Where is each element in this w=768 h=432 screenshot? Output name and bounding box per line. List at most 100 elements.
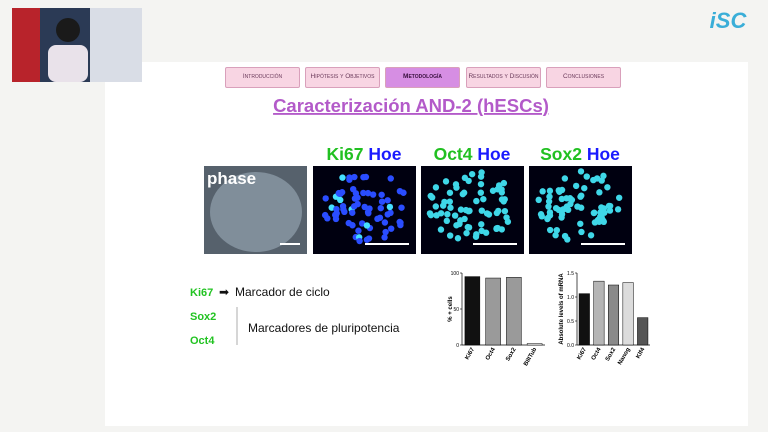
nav-tab[interactable]: Introducción: [225, 67, 300, 88]
x-tick-label: Ki67: [576, 346, 588, 361]
nucleus: [440, 202, 447, 209]
marker-gene: Sox2: [190, 311, 216, 323]
nucleus: [381, 234, 388, 241]
nucleus: [321, 211, 329, 219]
nav-tab[interactable]: Resultados y Discusión: [466, 67, 541, 88]
nucleus: [386, 203, 394, 211]
nucleus: [553, 226, 560, 234]
nucleus: [335, 189, 342, 197]
nucleus: [581, 184, 588, 192]
nucleus: [495, 207, 502, 215]
nucleus: [615, 194, 623, 201]
nucleus: [578, 192, 585, 199]
panel-label: Oct4 Hoe: [434, 144, 511, 164]
nucleus: [384, 197, 391, 204]
nucleus: [446, 232, 454, 239]
nucleus: [546, 193, 553, 200]
nucleus: [350, 203, 358, 210]
nucleus: [500, 179, 508, 187]
nucleus: [364, 189, 372, 197]
speaker-body: [48, 45, 88, 82]
nucleus: [561, 232, 569, 240]
speaker-head: [56, 18, 80, 42]
nucleus: [493, 225, 500, 232]
nucleus: [427, 192, 434, 200]
nucleus: [446, 198, 453, 205]
nucleus: [378, 191, 385, 198]
nav-tab[interactable]: Hipótesis y Objetivos: [305, 67, 380, 88]
nucleus: [351, 173, 358, 181]
y-tick-label: 0.0: [567, 343, 574, 349]
nucleus: [463, 229, 470, 237]
nucleus: [451, 212, 459, 219]
stain-name: Hoe: [368, 144, 401, 164]
nucleus: [598, 177, 605, 184]
marker-gene: Ki67: [190, 287, 213, 299]
panel-label: Ki67 Hoe: [327, 144, 402, 164]
bar: [622, 282, 634, 346]
nucleus: [460, 189, 468, 196]
nucleus: [558, 214, 565, 221]
nucleus: [590, 176, 597, 184]
y-tick-label: 50: [453, 307, 459, 313]
nucleus: [340, 206, 347, 213]
nucleus: [446, 189, 454, 196]
nucleus: [552, 232, 559, 239]
nucleus: [535, 196, 542, 204]
nucleus: [572, 182, 580, 190]
y-tick-label: 0: [456, 343, 459, 349]
nucleus: [614, 206, 622, 213]
nucleus: [461, 215, 468, 223]
nucleus: [349, 222, 356, 229]
y-tick-label: 0.5: [567, 319, 574, 325]
nucleus: [444, 211, 451, 218]
nucleus: [351, 195, 359, 202]
nucleus: [478, 221, 485, 228]
nucleus: [577, 204, 585, 211]
nucleus: [374, 215, 381, 223]
nucleus: [396, 187, 404, 195]
y-tick-label: 1.0: [567, 295, 574, 301]
nav-tab[interactable]: Conclusiones: [546, 67, 621, 88]
nucleus: [539, 188, 546, 195]
colony: [210, 172, 302, 252]
nucleus: [477, 180, 485, 188]
nucleus: [346, 174, 353, 181]
nucleus: [477, 189, 485, 196]
nucleus: [568, 196, 576, 204]
nucleus: [377, 204, 384, 212]
arrow: ➡: [219, 285, 229, 299]
nucleus: [437, 226, 445, 233]
nucleus: [563, 195, 570, 202]
nav-tab[interactable]: Metodología: [385, 67, 460, 88]
nucleus: [501, 196, 508, 203]
stain-name: Hoe: [587, 144, 620, 164]
nucleus: [597, 209, 604, 216]
nucleus: [432, 203, 439, 210]
nucleus: [587, 232, 595, 239]
nucleus: [598, 204, 605, 211]
nucleus: [563, 203, 571, 210]
nucleus: [477, 173, 485, 180]
bar: [506, 277, 522, 346]
bar: [485, 277, 501, 346]
panel-label: Sox2 Hoe: [540, 144, 620, 164]
nucleus: [545, 203, 552, 210]
nucleus: [369, 191, 377, 198]
nucleus: [464, 223, 472, 231]
y-tick-label: 1.5: [567, 271, 574, 277]
nucleus: [498, 189, 506, 196]
nucleus: [360, 189, 367, 197]
nucleus: [322, 195, 329, 202]
marker-name: Oct4: [434, 144, 473, 164]
nucleus: [545, 198, 553, 205]
nucleus: [454, 235, 462, 242]
x-tick-label: Klf4: [636, 346, 647, 359]
nucleus: [363, 222, 371, 229]
nucleus: [606, 207, 614, 214]
nucleus: [473, 231, 480, 238]
nucleus: [378, 198, 386, 205]
bar: [637, 317, 649, 346]
nucleus: [591, 209, 598, 216]
